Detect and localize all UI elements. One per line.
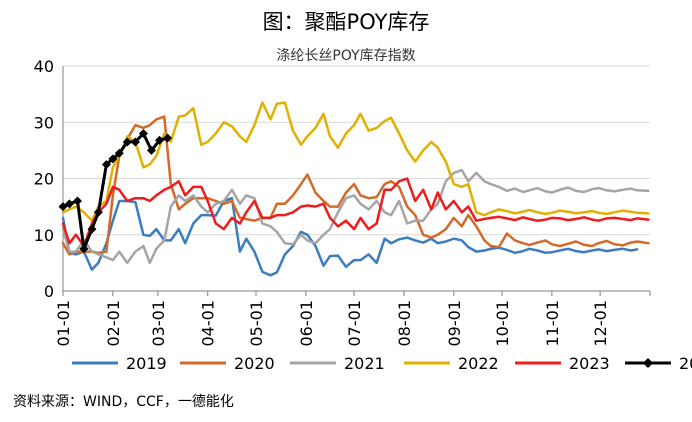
series-point-2024 xyxy=(101,159,111,169)
series-point-2024 xyxy=(154,135,164,145)
series-point-2024 xyxy=(108,154,118,164)
series-line-2020 xyxy=(61,115,650,256)
legend-marker-2024 xyxy=(643,358,653,368)
x-tick-label: 08-01 xyxy=(395,300,414,347)
x-tick-label: 02-01 xyxy=(104,300,123,347)
legend-label-2022: 2022 xyxy=(458,354,499,373)
series-point-2024 xyxy=(114,148,124,158)
legend-label-2023: 2023 xyxy=(569,354,610,373)
x-tick-label: 04-01 xyxy=(199,300,218,347)
y-tick-label: 30 xyxy=(34,113,54,132)
series-line-2022 xyxy=(61,101,650,222)
x-tick-label: 01-01 xyxy=(54,300,73,347)
series-line-2023 xyxy=(61,177,650,248)
legend-label-2024: 2024 xyxy=(679,354,692,373)
series-point-2024 xyxy=(130,137,140,147)
chart-title: 图：聚酯POY库存 xyxy=(262,10,430,34)
series-point-2024 xyxy=(58,202,68,212)
x-tick-label: 11-01 xyxy=(543,300,562,347)
x-tick-label: 03-01 xyxy=(149,300,168,347)
x-tick-label: 09-01 xyxy=(445,300,464,347)
series-point-2024 xyxy=(122,137,132,147)
x-tick-label: 10-01 xyxy=(493,300,512,347)
legend-label-2020: 2020 xyxy=(234,354,275,373)
series-point-2024 xyxy=(138,129,148,138)
chart-subtitle: 涤纶长丝POY库存指数 xyxy=(276,48,416,64)
series-point-2024 xyxy=(72,196,82,206)
y-tick-label: 40 xyxy=(34,57,54,76)
y-tick-label: 10 xyxy=(34,226,54,245)
series-point-2024 xyxy=(87,224,97,234)
series-line-2021 xyxy=(61,168,650,265)
x-tick-label: 07-01 xyxy=(345,300,364,347)
legend-label-2019: 2019 xyxy=(126,354,167,373)
series-point-2024 xyxy=(163,133,173,143)
x-tick-label: 12-01 xyxy=(591,300,610,347)
series-point-2024 xyxy=(64,199,74,209)
x-tick-label: 05-01 xyxy=(247,300,266,347)
y-tick-label: 0 xyxy=(44,282,54,301)
series-point-2024 xyxy=(146,145,156,155)
x-tick-label: 06-01 xyxy=(297,300,316,347)
series-line-2019 xyxy=(61,196,639,277)
series-point-2024 xyxy=(93,207,103,217)
y-tick-label: 20 xyxy=(34,170,54,189)
legend-label-2021: 2021 xyxy=(344,354,385,373)
series-point-2024 xyxy=(79,244,89,254)
source-note: 资料来源：WIND，CCF，一德能化 xyxy=(13,394,234,410)
